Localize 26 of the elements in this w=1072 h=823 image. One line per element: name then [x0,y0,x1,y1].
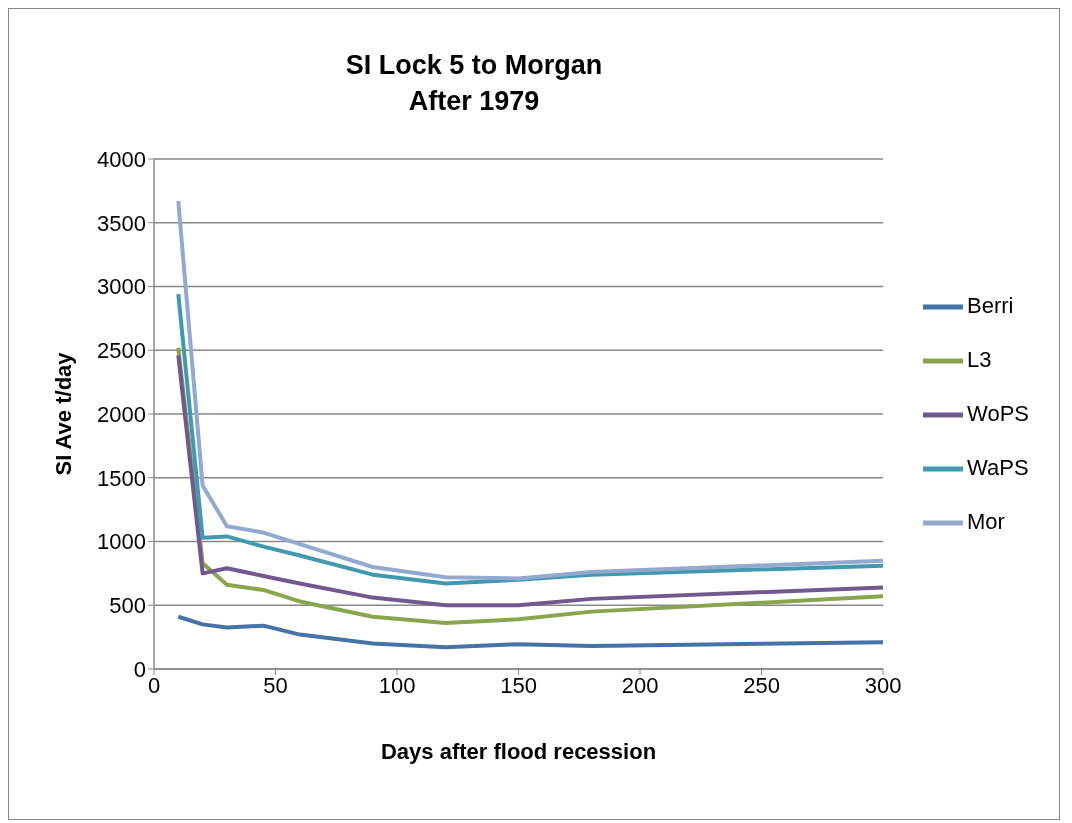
y-tick-label: 500 [109,593,146,619]
x-axis-title: Days after flood recession [380,739,657,764]
x-tick-label: 200 [621,672,659,698]
y-tick-label: 3000 [97,274,146,300]
y-axis-title: SI Ave t/day [50,351,76,476]
legend-label: Berri [967,293,1014,318]
x-tick-label: 50 [263,672,288,698]
chart-title: SI Lock 5 to Morgan After 1979 [344,49,604,118]
y-tick-label: 1000 [97,529,146,555]
x-tick-label: 300 [864,672,902,698]
line-series [176,614,884,650]
y-tick-label: 1500 [97,465,146,491]
y-tick-label: 4000 [97,146,146,172]
legend-label: L3 [967,347,992,372]
legend-label: WoPS [967,401,1029,426]
legend-label: WaPS [967,455,1029,480]
y-tick-label: 3500 [97,210,146,236]
line-series [176,292,884,586]
legend-label: Mor [967,509,1005,534]
x-tick-label: 150 [500,672,537,698]
y-tick-label: 2500 [97,338,146,364]
x-tick-label: 250 [743,672,780,698]
x-tick-label: 100 [378,672,416,698]
y-tick-label: 2000 [97,401,146,427]
y-tick-label: 0 [133,656,146,682]
line-series [176,199,884,581]
